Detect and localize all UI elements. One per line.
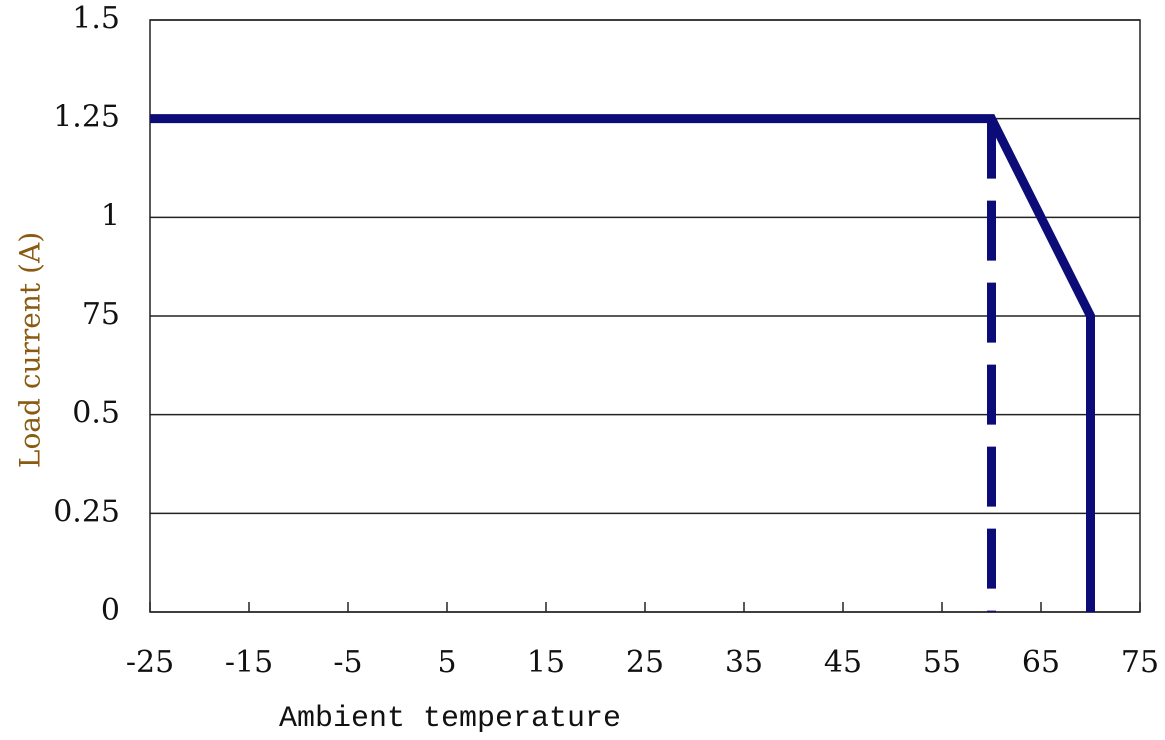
x-axis-label: Ambient temperature xyxy=(279,702,621,736)
plot-frame xyxy=(149,19,1141,613)
x-tick-label: 15 xyxy=(527,645,565,680)
y-tick-label: 0.5 xyxy=(72,396,120,431)
y-axis-label: Load current (A) xyxy=(14,232,47,468)
y-tick-label: 1.5 xyxy=(72,1,120,36)
series-line xyxy=(150,114,1095,612)
x-tick-label: -15 xyxy=(225,645,273,680)
x-tick-label: 35 xyxy=(725,645,763,680)
x-tick-label: 25 xyxy=(626,645,664,680)
x-tick-label: 45 xyxy=(824,645,862,680)
x-tick-label: -5 xyxy=(333,645,362,680)
x-tick-label: 5 xyxy=(437,645,456,680)
y-tick-label: 0 xyxy=(101,593,120,628)
y-tick-label: 0.25 xyxy=(53,494,120,529)
x-tick-label: -25 xyxy=(126,645,174,680)
x-tick-label: 55 xyxy=(923,645,961,680)
y-tick-label: 1 xyxy=(101,198,120,233)
y-tick-label: 75 xyxy=(82,297,120,332)
y-tick-label: 1.25 xyxy=(53,100,120,135)
x-tick-label: 75 xyxy=(1121,645,1159,680)
x-tick-label: 65 xyxy=(1022,645,1060,680)
